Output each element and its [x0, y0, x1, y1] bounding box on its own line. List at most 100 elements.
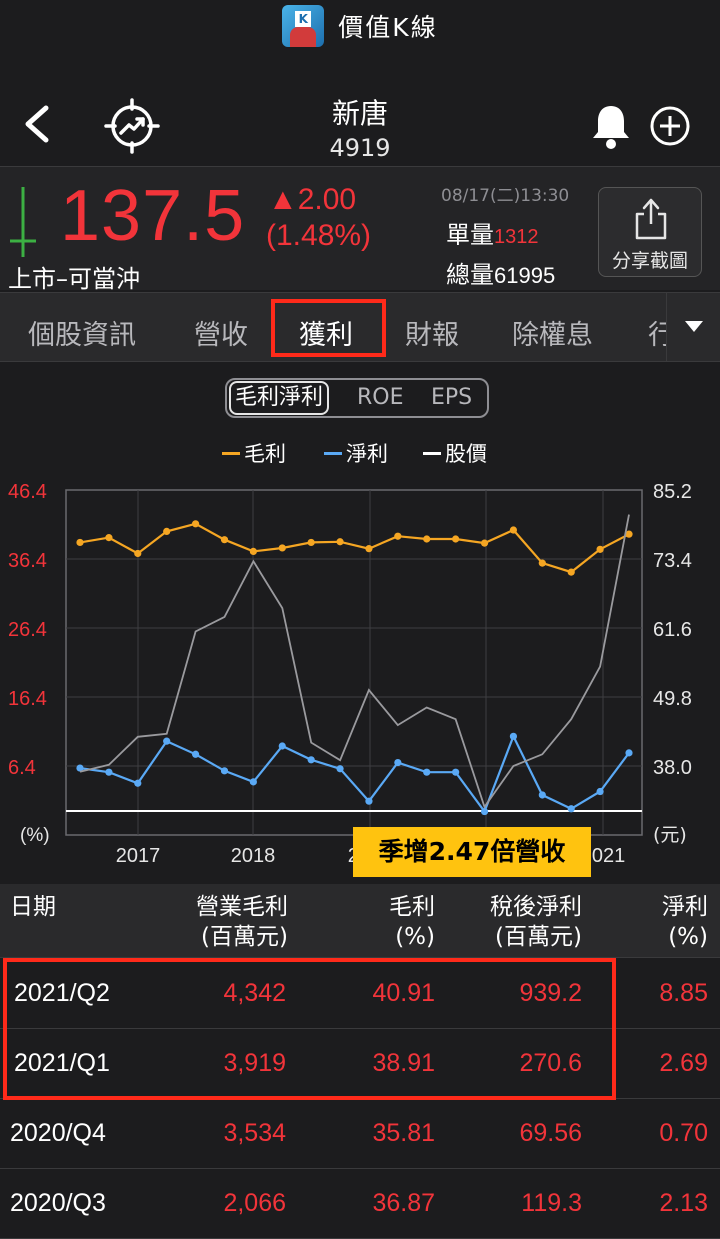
header-net-income: 稅後淨利 (百萬元) [490, 894, 582, 950]
share-icon [635, 198, 667, 240]
table-row[interactable]: 2020/Q3 2,066 36.87 119.3 2.13 [0, 1169, 720, 1239]
table-row[interactable]: 2020/Q4 3,534 35.81 69.56 0.70 [0, 1099, 720, 1169]
legend-swatch [423, 451, 441, 455]
data-point [567, 805, 575, 813]
data-point [307, 538, 315, 547]
stock-nav-bar: 新唐 4919 [0, 82, 720, 166]
target-trend-icon[interactable] [104, 98, 160, 154]
header-gross-profit: 營業毛利 (百萬元) [196, 894, 288, 950]
legend-swatch [222, 451, 240, 455]
data-point [394, 758, 402, 767]
section-tabs: 個股資訊 營收 獲利 財報 除權息 行 [0, 292, 720, 362]
profit-chart: 46.4 36.4 26.4 16.4 6.4 85.2 73.4 61.6 49.8 38.0 (… [8, 481, 692, 867]
left-tick-label: 16.4 [8, 688, 47, 710]
total-volume-value: 61995 [494, 263, 556, 288]
data-point [249, 778, 257, 786]
unit-volume: 單量1312 [446, 221, 539, 249]
right-tick-label: 85.2 [653, 481, 692, 503]
tab-stock-info[interactable]: 個股資訊 [28, 320, 136, 351]
x-tick-label: 2018 [231, 845, 276, 867]
legend-gross: 毛利 [222, 438, 286, 468]
data-point [509, 526, 518, 534]
right-tick-label: 73.4 [653, 550, 692, 572]
data-point [596, 545, 604, 553]
tab-dividends[interactable]: 除權息 [512, 320, 593, 351]
left-tick-label: 46.4 [8, 481, 47, 503]
active-tab-highlight [271, 299, 386, 357]
data-point [625, 749, 633, 757]
market-type: 上市–可當沖 [8, 265, 140, 293]
stock-price: 137.5 [60, 176, 246, 256]
tab-more-button[interactable] [666, 293, 720, 361]
data-point [278, 544, 286, 552]
data-point [163, 737, 171, 745]
quote-time: 08/17(二)13:30 [441, 186, 570, 206]
total-volume: 總量61995 [446, 261, 556, 289]
header-gross-margin: 毛利 (%) [389, 894, 435, 950]
highlighted-rows-box [3, 958, 616, 1100]
data-point [76, 764, 84, 772]
bell-icon[interactable] [588, 102, 634, 150]
data-point [394, 532, 402, 540]
legend-net: 淨利 [324, 438, 388, 468]
series-line-price [79, 514, 630, 809]
x-tick-label: 2021 [581, 845, 626, 867]
back-chevron-icon[interactable] [18, 102, 58, 146]
data-point [452, 768, 460, 776]
data-point [567, 568, 575, 576]
left-tick-label: 26.4 [8, 619, 47, 641]
tab-financials[interactable]: 財報 [405, 320, 459, 351]
data-point [509, 732, 518, 740]
left-tick-label: 36.4 [8, 550, 47, 572]
data-point [596, 787, 604, 796]
data-point [105, 534, 113, 542]
data-point [278, 742, 286, 750]
segment-roe[interactable]: ROE [357, 385, 404, 410]
table-row[interactable]: 2021/Q2 4,342 40.91 939.2 8.85 [0, 959, 720, 1029]
data-point [191, 520, 200, 528]
stock-code: 4919 [329, 134, 391, 162]
chart-legend: 毛利 淨利 股價 [0, 438, 720, 468]
data-point [452, 535, 460, 543]
price-change: ▲2.00 [268, 183, 357, 216]
data-point [538, 791, 546, 799]
share-label: 分享截圖 [611, 250, 688, 272]
revenue-growth-badge: 季增2.47倍營收 [353, 827, 591, 877]
data-point [538, 559, 546, 567]
segment-gross-net[interactable]: 毛利淨利 [229, 381, 330, 415]
data-point [365, 797, 373, 805]
dropdown-triangle-icon [685, 321, 703, 332]
data-point [163, 527, 171, 535]
data-point [249, 547, 257, 556]
data-point [191, 750, 200, 758]
share-screenshot-button[interactable]: 分享截圖 [598, 187, 702, 277]
segment-eps[interactable]: EPS [431, 385, 473, 410]
app-title: 價值K線 [338, 13, 438, 42]
data-point [365, 545, 373, 553]
right-tick-label: 49.8 [653, 688, 692, 710]
data-point [134, 779, 142, 787]
data-point [336, 765, 344, 773]
unit-volume-value: 1312 [494, 226, 539, 248]
right-tick-label: 38.0 [653, 757, 692, 779]
data-point [134, 549, 142, 558]
data-point [625, 530, 633, 538]
legend-price: 股價 [423, 438, 487, 468]
data-point [480, 539, 489, 547]
right-tick-label: 61.6 [653, 619, 692, 641]
down-arrow-icon [10, 187, 36, 257]
tab-profit[interactable]: 獲利 [299, 320, 353, 351]
data-point [220, 767, 229, 775]
data-point [336, 538, 344, 546]
app-title-bar: K 價值K線 [0, 0, 720, 52]
data-point [423, 768, 431, 776]
data-point [76, 538, 84, 547]
tab-revenue[interactable]: 營收 [194, 320, 248, 351]
right-axis-unit: (元) [653, 824, 687, 846]
data-point [480, 807, 489, 816]
app-logo-icon: K [282, 5, 325, 47]
data-point [105, 768, 113, 776]
add-circle-icon[interactable] [648, 104, 692, 148]
quote-panel: 137.5 ▲2.00 (1.48%) 上市–可當沖 08/17(二)13:30… [0, 166, 720, 293]
left-tick-label: 6.4 [8, 757, 36, 779]
